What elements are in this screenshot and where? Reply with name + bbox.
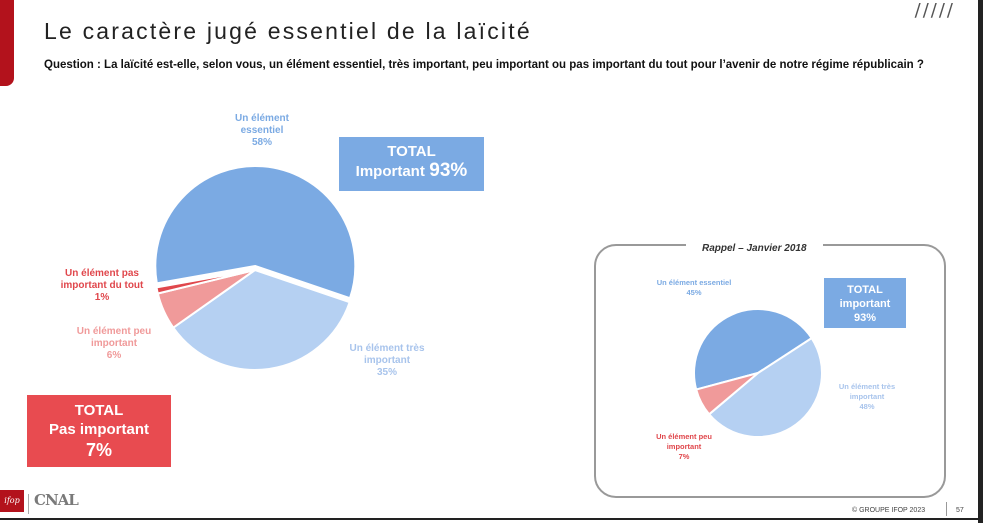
pie-slice-un-l-ment-tr-s-important bbox=[707, 336, 823, 438]
footer-separator bbox=[946, 502, 947, 516]
pie-slice-un-l-ment-peu-important bbox=[694, 372, 759, 416]
total-important-line1: TOTAL bbox=[387, 143, 436, 160]
question-text: Question : La laïcité est-elle, selon vo… bbox=[44, 59, 924, 71]
accent-bar bbox=[0, 0, 14, 86]
rappel-total-line2: important bbox=[839, 298, 891, 310]
rappel-label-essentiel-value: 45% bbox=[686, 288, 702, 297]
logo-separator bbox=[28, 494, 29, 514]
cnal-logo: CNAL bbox=[34, 491, 79, 509]
page-title: Le caractère jugé essentiel de la laïcit… bbox=[44, 18, 532, 44]
rappel-label-peu-important-text: Un élément peu important bbox=[656, 432, 712, 451]
label-pas-important-value: 1% bbox=[94, 292, 110, 303]
pie-slice-un-l-ment-essentiel bbox=[693, 308, 814, 391]
pie-slice-un-l-ment-pas-important-du-tout bbox=[155, 269, 256, 295]
total-pas-important-box: TOTAL Pas important 7% bbox=[27, 395, 171, 467]
rappel-label-essentiel-text: Un élément essentiel bbox=[656, 278, 732, 287]
right-edge-border bbox=[978, 0, 983, 523]
decoration-slashes: ///// bbox=[914, 0, 955, 21]
total-pas-important-line1: TOTAL bbox=[74, 402, 124, 419]
total-pas-important-value: 7% bbox=[85, 440, 112, 460]
total-important-value: 93% bbox=[429, 160, 468, 181]
total-important-box: TOTAL Important 93% bbox=[339, 137, 484, 191]
label-peu-important-text: Un élément peu important bbox=[76, 326, 152, 349]
pie-slice-un-l-ment-tr-s-important bbox=[171, 268, 351, 371]
label-tres-important-text: Un élément très important bbox=[349, 343, 425, 366]
label-essentiel: Un élément essentiel 58% bbox=[212, 113, 312, 149]
rappel-total-value: 93% bbox=[853, 312, 877, 324]
label-pas-important: Un élément pas important du tout 1% bbox=[54, 268, 150, 304]
total-important-line2: Important bbox=[355, 163, 425, 180]
rappel-label-peu-important: Un élément peu important 7% bbox=[648, 432, 720, 462]
copyright-text: © GROUPE IFOP 2023 bbox=[852, 507, 926, 514]
label-tres-important: Un élément très important 35% bbox=[340, 343, 434, 379]
label-essentiel-text: Un élément essentiel bbox=[235, 113, 289, 136]
page-number: 57 bbox=[956, 507, 964, 514]
rappel-label-essentiel: Un élément essentiel 45% bbox=[648, 278, 740, 298]
footer-line bbox=[0, 518, 983, 520]
rappel-label-peu-important-value: 7% bbox=[678, 452, 690, 461]
rappel-label-tres-important-text: Un élément très important bbox=[838, 382, 896, 401]
pie-slice-un-l-ment-essentiel bbox=[154, 165, 357, 300]
rappel-label-tres-important-value: 48% bbox=[859, 402, 875, 411]
rappel-pie-chart bbox=[693, 308, 823, 438]
rappel-total-box: TOTAL important 93% bbox=[824, 278, 906, 328]
rappel-label-tres-important: Un élément très important 48% bbox=[832, 382, 902, 412]
main-pie-chart bbox=[154, 165, 357, 371]
rappel-total-line1: TOTAL bbox=[847, 284, 883, 296]
label-pas-important-text: Un élément pas important du tout bbox=[60, 268, 144, 291]
label-peu-important-value: 6% bbox=[106, 350, 122, 361]
rappel-title: Rappel – Janvier 2018 bbox=[686, 243, 823, 254]
total-pas-important-line2: Pas important bbox=[48, 421, 150, 438]
label-essentiel-value: 58% bbox=[251, 137, 272, 148]
label-peu-important: Un élément peu important 6% bbox=[68, 326, 160, 362]
label-tres-important-value: 35% bbox=[376, 367, 397, 378]
ifop-logo: ifop bbox=[0, 490, 24, 512]
